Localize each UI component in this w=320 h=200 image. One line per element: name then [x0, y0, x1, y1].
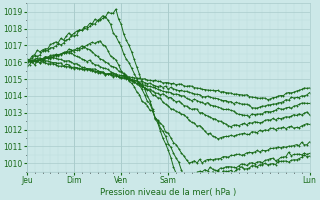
X-axis label: Pression niveau de la mer( hPa ): Pression niveau de la mer( hPa ): [100, 188, 236, 197]
